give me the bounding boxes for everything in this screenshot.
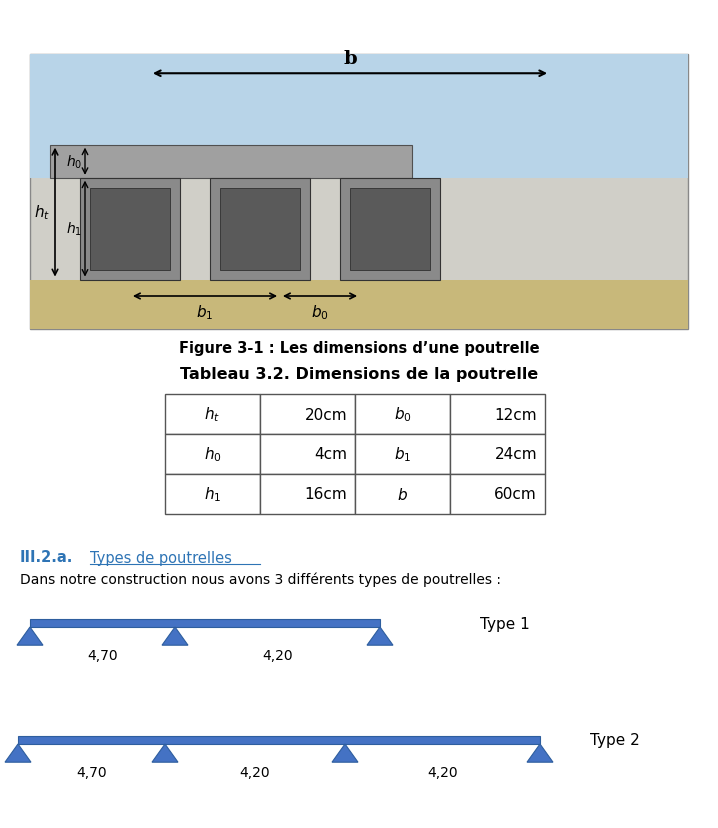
Bar [260, 435, 355, 474]
Bar [260, 474, 355, 514]
Text: 16cm: 16cm [304, 487, 347, 502]
Bar [220, 189, 300, 270]
Bar [450, 435, 545, 474]
Bar [50, 146, 412, 179]
Bar [80, 179, 180, 280]
Text: b: b [343, 51, 357, 68]
Text: 4cm: 4cm [314, 447, 347, 462]
Polygon shape [162, 628, 188, 645]
Bar [355, 394, 450, 435]
Text: 4,70: 4,70 [87, 648, 118, 662]
Polygon shape [152, 744, 178, 763]
Text: $h_1$: $h_1$ [66, 220, 82, 238]
Bar [165, 435, 260, 474]
Text: Tableau 3.2. Dimensions de la poutrelle: Tableau 3.2. Dimensions de la poutrelle [180, 367, 538, 382]
Bar [18, 736, 540, 744]
Bar [30, 55, 688, 179]
Text: $b_1$: $b_1$ [196, 303, 214, 321]
Bar [355, 474, 450, 514]
Polygon shape [5, 744, 31, 763]
Text: III.2.a.: III.2.a. [20, 550, 73, 565]
Text: $b$: $b$ [397, 486, 408, 503]
Polygon shape [367, 628, 393, 645]
Text: 4,20: 4,20 [427, 765, 458, 779]
Text: 4,20: 4,20 [262, 648, 293, 662]
Bar [260, 394, 355, 435]
Bar [450, 394, 545, 435]
Text: Types de poutrelles: Types de poutrelles [90, 550, 232, 565]
Text: 4,70: 4,70 [76, 765, 107, 779]
Polygon shape [17, 628, 43, 645]
Bar [30, 55, 688, 330]
Bar [355, 435, 450, 474]
Bar [450, 474, 545, 514]
Text: Dans notre construction nous avons 3 différents types de poutrelles :: Dans notre construction nous avons 3 dif… [20, 572, 501, 586]
Bar [30, 619, 380, 628]
Bar [165, 394, 260, 435]
Text: $b_0$: $b_0$ [311, 303, 329, 321]
Text: $h_0$: $h_0$ [66, 153, 82, 171]
Text: 24cm: 24cm [495, 447, 537, 462]
Text: Figure 3-1 : Les dimensions d’une poutrelle: Figure 3-1 : Les dimensions d’une poutre… [179, 340, 539, 355]
Polygon shape [332, 744, 358, 763]
Bar [30, 280, 688, 330]
Text: Type 2: Type 2 [590, 733, 640, 748]
Text: $h_t$: $h_t$ [34, 204, 50, 222]
Bar [210, 179, 310, 280]
Polygon shape [527, 744, 553, 763]
Text: $h_1$: $h_1$ [204, 485, 221, 503]
Text: $b_1$: $b_1$ [393, 445, 411, 464]
Bar [165, 474, 260, 514]
Text: 20cm: 20cm [304, 407, 347, 422]
Text: 4,20: 4,20 [240, 765, 270, 779]
Text: $h_t$: $h_t$ [205, 405, 220, 424]
Text: $h_0$: $h_0$ [204, 445, 221, 464]
Bar [340, 179, 440, 280]
Bar [90, 189, 170, 270]
Text: Type 1: Type 1 [480, 616, 530, 631]
Text: $b_0$: $b_0$ [393, 405, 411, 424]
Text: 60cm: 60cm [494, 487, 537, 502]
Text: 12cm: 12cm [495, 407, 537, 422]
Bar [350, 189, 430, 270]
